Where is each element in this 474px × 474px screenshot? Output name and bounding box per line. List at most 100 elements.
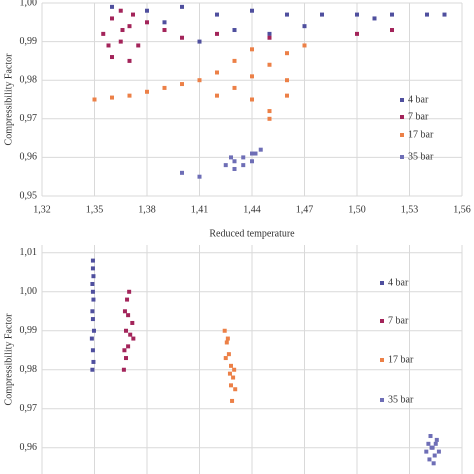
scatter-point <box>126 313 131 318</box>
scatter-point <box>136 43 141 48</box>
y-tick-label: 1,00 <box>20 286 38 297</box>
scatter-point <box>222 328 227 333</box>
scatter-point <box>131 12 135 17</box>
scatter-point <box>302 43 307 48</box>
y-tick-label: 0,99 <box>20 325 38 336</box>
scatter-point <box>110 55 114 60</box>
scatter-point <box>124 328 128 333</box>
scatter-point <box>91 359 96 364</box>
legend-label: 4 bar <box>388 277 409 288</box>
legend-label: 35 bar <box>388 394 414 405</box>
scatter-point <box>118 39 123 44</box>
scatter-point <box>250 97 254 102</box>
legend-swatch <box>400 133 404 137</box>
y-tick-label: 0,95 <box>20 190 38 201</box>
y-tick-label: 0,96 <box>20 442 38 453</box>
scatter-point <box>89 336 94 341</box>
scatter-point <box>90 266 95 271</box>
x-tick-label: 1,47 <box>296 204 314 215</box>
scatter-point <box>232 367 237 372</box>
scatter-point <box>424 449 429 454</box>
scatter-point <box>267 31 272 36</box>
scatter-point <box>285 78 289 83</box>
scatter-point <box>241 163 246 168</box>
scatter-point <box>162 20 167 25</box>
scatter-point <box>130 320 135 325</box>
scatter-point <box>90 367 95 372</box>
scatter-point <box>215 31 219 36</box>
scatter-point <box>162 85 167 90</box>
y-axis-label: Compressibility Factor <box>3 313 14 406</box>
scatter-point <box>227 371 232 376</box>
scatter-point <box>131 336 136 341</box>
legend-label: 4 bar <box>408 94 429 105</box>
scatter-point <box>390 12 394 17</box>
scatter-point <box>120 28 125 33</box>
scatter-point <box>250 74 254 79</box>
legend-label: 7 bar <box>408 111 429 122</box>
x-tick-label: 1,56 <box>453 204 471 215</box>
scatter-point <box>118 8 123 13</box>
y-axis-label: Compressibility Factor <box>3 53 14 146</box>
scatter-point <box>106 43 111 48</box>
x-tick-label: 1,41 <box>191 204 209 215</box>
scatter-point <box>225 336 230 341</box>
scatter-point <box>428 434 433 439</box>
x-tick-label: 1,32 <box>33 204 51 215</box>
legend-swatch <box>400 115 404 119</box>
legend-label: 7 bar <box>388 315 409 326</box>
scatter-point <box>197 78 202 83</box>
scatter-point <box>110 95 114 100</box>
scatter-point <box>145 20 149 25</box>
scatter-point <box>223 356 228 361</box>
y-tick-label: 0,96 <box>20 152 38 163</box>
scatter-point <box>250 151 254 156</box>
scatter-point <box>127 58 132 63</box>
scatter-point <box>90 317 95 322</box>
scatter-point <box>302 24 307 29</box>
scatter-point <box>145 89 149 94</box>
scatter-point <box>215 70 219 75</box>
scatter-point <box>180 170 184 175</box>
y-tick-label: 1,01 <box>20 247 38 258</box>
scatter-point <box>180 4 184 9</box>
x-axis-label: Reduced temperature <box>209 228 295 239</box>
scatter-point <box>162 28 167 33</box>
scatter-point <box>431 461 436 466</box>
y-tick-label: 0,97 <box>20 113 38 124</box>
scatter-point <box>425 12 429 17</box>
y-tick-label: 0,98 <box>20 364 38 375</box>
scatter-point <box>127 289 132 294</box>
scatter-point <box>180 35 184 40</box>
scatter-point <box>101 31 106 36</box>
scatter-point <box>372 16 377 21</box>
scatter-point <box>432 453 437 458</box>
scatter-point <box>197 39 202 44</box>
scatter-point <box>229 363 233 368</box>
scatter-point <box>229 383 233 388</box>
scatter-point <box>355 31 359 36</box>
scatter-point <box>355 12 359 17</box>
scatter-point <box>128 332 133 337</box>
scatter-point <box>436 449 441 454</box>
scatter-point <box>241 155 246 160</box>
scatter-point <box>91 297 96 302</box>
scatter-point <box>127 93 132 98</box>
scatter-point <box>232 28 237 33</box>
legend-label: 35 bar <box>408 151 434 162</box>
x-tick-label: 1,44 <box>243 204 261 215</box>
scatter-point <box>90 309 95 314</box>
scatter-point <box>90 258 95 263</box>
scatter-point <box>122 348 127 353</box>
legend-swatch <box>400 155 404 159</box>
scatter-point <box>180 82 184 87</box>
scatter-point <box>250 47 254 52</box>
x-tick-label: 1,38 <box>138 204 156 215</box>
scatter-point <box>90 281 95 286</box>
scatter-point <box>90 289 95 294</box>
legend-label: 17 bar <box>408 129 434 140</box>
y-tick-label: 0,98 <box>20 74 38 85</box>
scatter-point <box>232 58 237 63</box>
scatter-point <box>91 274 96 279</box>
